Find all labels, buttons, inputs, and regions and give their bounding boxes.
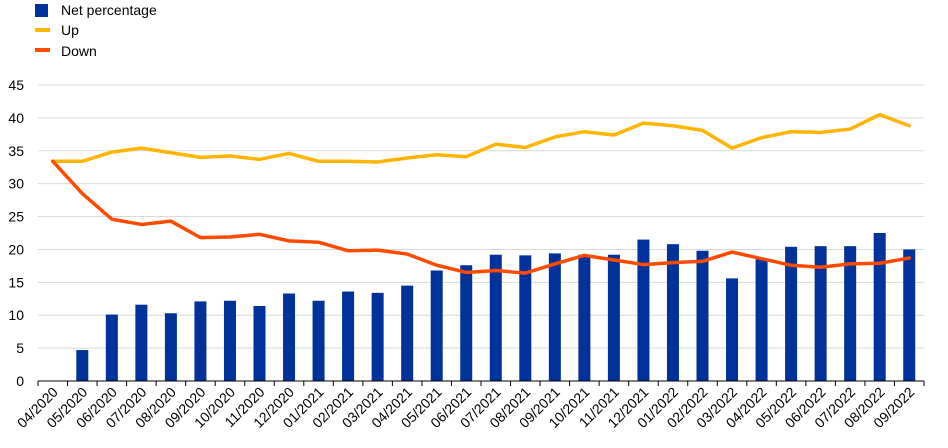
- bar-net-percentage: [903, 249, 916, 381]
- bar-net-percentage: [785, 246, 798, 381]
- y-tick-label: 10: [8, 307, 24, 323]
- bar-net-percentage: [489, 254, 502, 381]
- y-tick-label: 0: [16, 373, 24, 389]
- bar-net-percentage: [814, 246, 827, 381]
- y-tick-label: 15: [8, 274, 24, 290]
- bar-net-percentage: [401, 285, 414, 381]
- line-down: [51, 159, 911, 275]
- bar-net-percentage: [755, 259, 768, 381]
- bar-net-percentage: [312, 300, 325, 381]
- bar-net-percentage: [726, 278, 739, 381]
- y-tick-label: 20: [8, 241, 24, 257]
- y-tick-label: 40: [8, 110, 24, 126]
- x-axis-ticks: 04/202005/202006/202007/202008/202009/20…: [14, 381, 925, 431]
- legend-swatch-net-percentage: [35, 4, 48, 17]
- bar-net-percentage: [283, 293, 296, 381]
- bar-net-percentage: [519, 255, 532, 381]
- bar-net-percentage: [844, 246, 857, 381]
- bar-net-percentage: [578, 254, 591, 381]
- y-tick-label: 45: [8, 77, 24, 93]
- bar-net-percentage: [371, 292, 384, 381]
- bar-net-percentage: [105, 314, 118, 381]
- bar-net-percentage: [164, 313, 177, 381]
- y-tick-label: 5: [16, 340, 24, 356]
- bar-net-percentage: [253, 306, 266, 381]
- bar-net-percentage: [223, 300, 236, 381]
- legend-label-down: Down: [61, 43, 97, 59]
- bar-net-percentage: [194, 301, 207, 381]
- bar-net-percentage: [76, 350, 89, 381]
- legend-label-net-percentage: Net percentage: [61, 2, 157, 18]
- lines: [51, 112, 911, 275]
- y-axis-ticks: 0 5 10 15 20 25 30 35 40 45: [8, 77, 24, 389]
- y-tick-label: 35: [8, 143, 24, 159]
- bars-net-percentage: [76, 233, 916, 381]
- bar-net-percentage: [342, 291, 355, 381]
- bar-net-percentage: [696, 250, 709, 381]
- bar-net-percentage: [637, 239, 650, 381]
- bar-net-percentage: [607, 254, 620, 381]
- legend: Net percentage Up Down: [35, 2, 157, 59]
- bar-net-percentage: [430, 270, 443, 381]
- bar-net-percentage: [460, 265, 473, 381]
- y-tick-label: 25: [8, 209, 24, 225]
- bar-net-percentage: [548, 253, 561, 381]
- bar-net-percentage: [135, 304, 148, 381]
- y-tick-label: 30: [8, 176, 24, 192]
- bar-net-percentage: [873, 233, 886, 381]
- legend-label-up: Up: [61, 22, 79, 38]
- bar-net-percentage: [666, 244, 679, 381]
- line-up: [51, 112, 911, 164]
